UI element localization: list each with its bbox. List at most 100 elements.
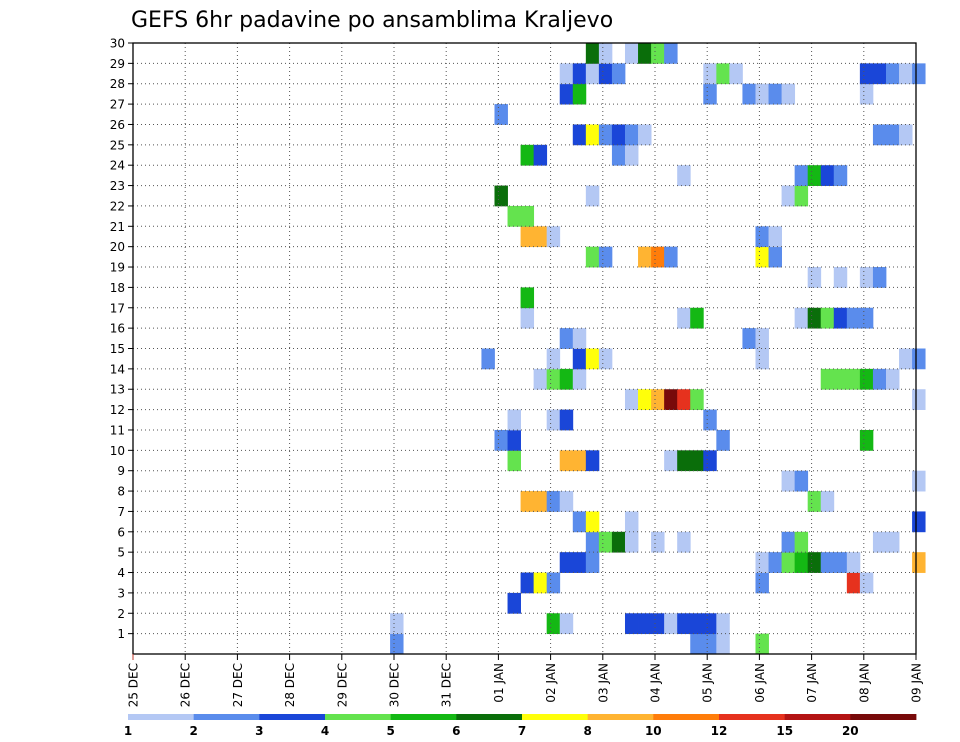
y-tick-label: 7 [117,505,125,519]
heatmap-cell [912,63,926,85]
y-tick-label: 8 [117,485,125,499]
heatmap-cell [859,63,874,85]
heatmap-cell [768,226,782,248]
heatmap-cell [690,633,704,655]
heatmap-cell [677,450,691,472]
y-tick-label: 23 [110,179,125,193]
x-tick-label: 08 JAN [857,663,871,703]
legend-label: 4 [321,724,329,738]
y-tick-label: 16 [110,322,125,336]
legend-swatch [784,714,851,720]
heatmap-cell [585,348,600,370]
heatmap-cell [820,307,835,329]
heatmap-cell [885,124,900,146]
heatmap-cell [585,185,600,207]
heatmap-cell [690,307,704,329]
heatmap-cell [598,348,613,370]
heatmap-cell [807,165,822,186]
x-tick-label: 28 DEC [283,663,297,707]
heatmap-cell [390,633,404,655]
heatmap-cell [507,450,521,472]
heatmap-cell [507,205,521,227]
heatmap-cell [624,144,639,166]
heatmap-cell [703,409,717,431]
heatmap-cell [546,368,561,390]
x-tick-label: 30 DEC [388,663,402,707]
y-axis-ticks: 1234567891011121314151617181920212223242… [110,37,133,641]
heatmap-cell [481,348,495,370]
heatmap-cell [742,328,756,349]
heatmap-cell [833,165,848,186]
legend-swatch [522,714,589,720]
heatmap-cell [559,328,574,349]
heatmap-cell [846,307,861,329]
heatmap-cell [690,613,704,635]
heatmap-cell [755,83,769,105]
heatmap-cell [768,83,782,105]
heatmap-cell [494,429,508,451]
heatmap-cell [820,491,835,512]
heatmap-cell [807,267,822,288]
heatmap-cell [794,531,809,553]
heatmap-cell [768,552,782,573]
y-tick-label: 6 [117,525,125,539]
legend-swatch [390,714,457,720]
chart-title: GEFS 6hr padavine po ansamblima Kraljevo [131,8,613,33]
heatmap-cell [677,165,691,186]
heatmap-cell [872,124,887,146]
heatmap-cell [611,63,626,85]
legend-label: 8 [584,724,592,738]
heatmap-cell [624,124,639,146]
heatmap-cell [846,552,861,573]
heatmap-cell [820,368,835,390]
heatmap-cell [859,307,874,329]
heatmap-cell [807,491,822,512]
heatmap-cell [885,531,900,553]
heatmap-cell [690,450,704,472]
heatmap-cell [520,307,535,329]
heatmap-cell [755,633,769,655]
heatmap-cell [872,267,887,288]
heatmap-cell [755,246,769,268]
heatmap-cell [624,389,639,410]
heatmap-cell [859,429,874,451]
heatmap-cell [638,389,652,410]
y-tick-label: 2 [117,607,125,621]
heatmap-cell [520,491,535,512]
x-tick-label: 03 JAN [596,663,610,703]
y-tick-label: 30 [110,37,125,51]
heatmap-cell [872,368,887,390]
heatmap-cell [520,226,535,248]
x-tick-label: 31 DEC [440,663,454,707]
heatmap-cell [794,185,809,207]
x-tick-label: 05 JAN [701,663,715,703]
x-tick-label: 07 JAN [805,663,819,703]
heatmap-cell [716,613,730,635]
heatmap-cell [755,348,769,370]
heatmap-cell [755,328,769,349]
heatmap-cell [520,572,535,594]
heatmap-cell [664,450,678,472]
heatmap-cell [794,470,809,492]
heatmap-cell [716,63,730,85]
heatmap-cell [664,613,678,635]
heatmap-cell [585,552,600,573]
y-tick-label: 26 [110,118,125,132]
heatmap-cell [716,633,730,655]
heatmap-cell [507,429,521,451]
heatmap-cells [390,43,926,655]
heatmap-cell [729,63,743,85]
y-tick-label: 28 [110,77,125,91]
heatmap-cell [611,531,626,553]
heatmap-cell [638,246,652,268]
y-tick-label: 11 [110,423,125,437]
x-tick-label: 27 DEC [231,663,245,707]
heatmap-cell [390,613,404,635]
heatmap-cell [651,246,665,268]
heatmap-cell [638,43,652,64]
heatmap-cell [885,63,900,85]
y-tick-label: 10 [110,444,125,458]
heatmap-cell [872,531,887,553]
heatmap-cell [611,144,626,166]
